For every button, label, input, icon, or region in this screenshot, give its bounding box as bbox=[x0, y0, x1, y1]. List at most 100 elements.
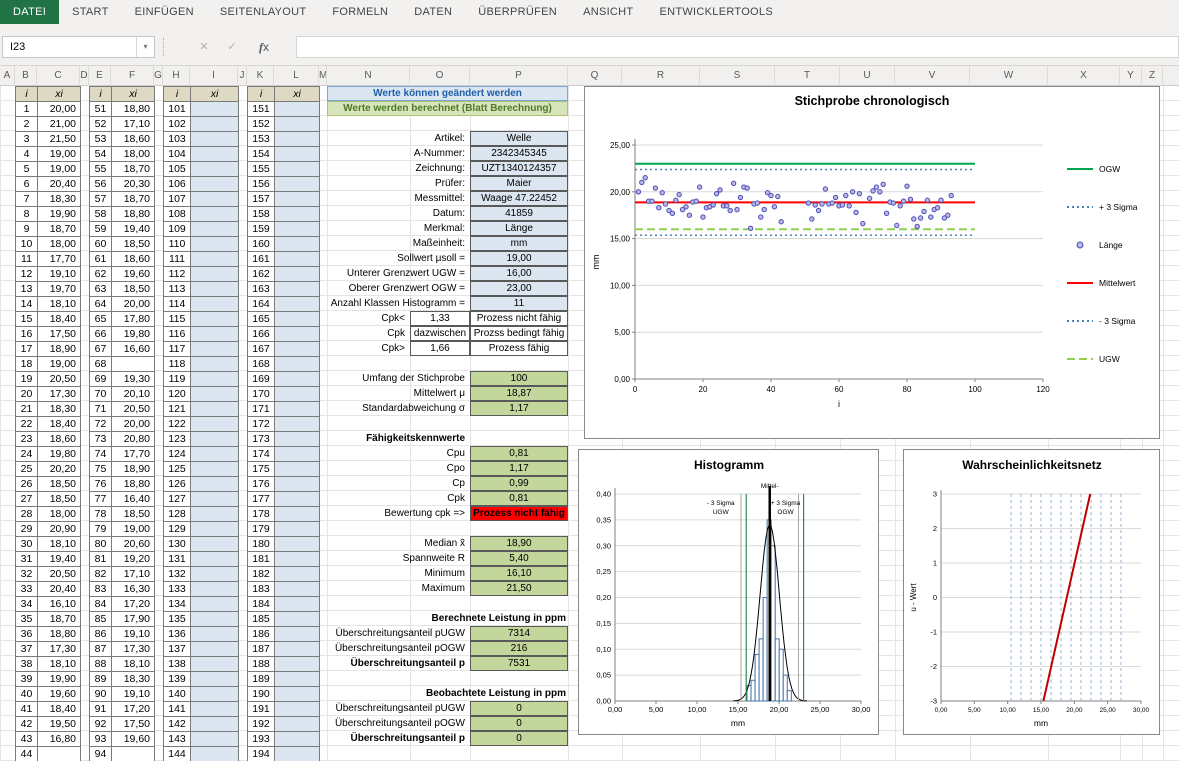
i-cell[interactable]: 179 bbox=[248, 522, 275, 537]
xi-cell[interactable] bbox=[275, 747, 320, 761]
i-cell[interactable]: 69 bbox=[90, 372, 112, 387]
i-cell[interactable]: 151 bbox=[248, 102, 275, 117]
i-cell[interactable]: 106 bbox=[164, 177, 191, 192]
i-cell[interactable]: 170 bbox=[248, 387, 275, 402]
xi-cell[interactable] bbox=[275, 372, 320, 387]
column-header-E[interactable]: E bbox=[89, 66, 111, 86]
xi-cell[interactable] bbox=[275, 312, 320, 327]
i-cell[interactable]: 67 bbox=[90, 342, 112, 357]
xi-cell[interactable]: 19,30 bbox=[112, 372, 155, 387]
xi-cell[interactable] bbox=[275, 477, 320, 492]
ribbon-tab-datei[interactable]: DATEI bbox=[0, 0, 60, 24]
i-cell[interactable]: 41 bbox=[16, 702, 38, 717]
xi-cell[interactable]: 19,00 bbox=[38, 162, 81, 177]
i-cell[interactable]: 112 bbox=[164, 267, 191, 282]
xi-cell[interactable] bbox=[275, 717, 320, 732]
xi-cell[interactable]: 19,90 bbox=[38, 207, 81, 222]
value-cell[interactable]: 0,81 bbox=[470, 491, 568, 506]
i-cell[interactable]: 187 bbox=[248, 642, 275, 657]
xi-cell[interactable]: 18,50 bbox=[38, 477, 81, 492]
i-cell[interactable]: 37 bbox=[16, 642, 38, 657]
i-cell[interactable]: 125 bbox=[164, 462, 191, 477]
i-cell[interactable]: 191 bbox=[248, 702, 275, 717]
i-cell[interactable]: 3 bbox=[16, 132, 38, 147]
xi-cell[interactable]: 17,20 bbox=[112, 702, 155, 717]
xi-cell[interactable]: 19,60 bbox=[38, 687, 81, 702]
i-cell[interactable]: 103 bbox=[164, 132, 191, 147]
xi-cell[interactable]: 18,80 bbox=[38, 627, 81, 642]
xi-cell[interactable]: 20,00 bbox=[112, 417, 155, 432]
value-cell[interactable]: UZT1340124357 bbox=[470, 161, 568, 176]
i-cell[interactable]: 105 bbox=[164, 162, 191, 177]
xi-cell[interactable] bbox=[275, 582, 320, 597]
xi-cell[interactable] bbox=[275, 177, 320, 192]
i-cell[interactable]: 127 bbox=[164, 492, 191, 507]
rule-threshold-cell[interactable]: dazwischen bbox=[410, 326, 470, 341]
xi-cell[interactable] bbox=[191, 342, 239, 357]
value-cell[interactable]: 0 bbox=[470, 701, 568, 716]
i-cell[interactable]: 31 bbox=[16, 552, 38, 567]
xi-cell[interactable] bbox=[275, 102, 320, 117]
i-cell[interactable]: 40 bbox=[16, 687, 38, 702]
xi-cell[interactable] bbox=[275, 432, 320, 447]
column-header-S[interactable]: S bbox=[700, 66, 775, 86]
value-cell[interactable]: 18,90 bbox=[470, 536, 568, 551]
confirm-icon[interactable]: ✓ bbox=[227, 41, 237, 53]
chart-wahrscheinlichkeitsnetz[interactable]: Wahrscheinlichkeitsnetz 3 2 1 0 -1 -2 -3 0,00 5,0… bbox=[903, 449, 1160, 735]
i-cell[interactable]: 162 bbox=[248, 267, 275, 282]
xi-cell[interactable] bbox=[275, 252, 320, 267]
xi-cell[interactable]: 18,50 bbox=[112, 237, 155, 252]
i-cell[interactable]: 133 bbox=[164, 582, 191, 597]
i-cell[interactable]: 154 bbox=[248, 147, 275, 162]
ribbon-tab-start[interactable]: START bbox=[72, 6, 109, 18]
xi-cell[interactable]: 20,40 bbox=[38, 582, 81, 597]
i-cell[interactable]: 169 bbox=[248, 372, 275, 387]
xi-cell[interactable] bbox=[275, 567, 320, 582]
i-cell[interactable]: 130 bbox=[164, 537, 191, 552]
xi-cell[interactable]: 18,40 bbox=[38, 312, 81, 327]
i-cell[interactable]: 158 bbox=[248, 207, 275, 222]
i-cell[interactable]: 32 bbox=[16, 567, 38, 582]
i-cell[interactable]: 6 bbox=[16, 177, 38, 192]
xi-cell[interactable] bbox=[275, 342, 320, 357]
xi-cell[interactable] bbox=[275, 117, 320, 132]
xi-cell[interactable]: 19,90 bbox=[38, 672, 81, 687]
i-cell[interactable]: 23 bbox=[16, 432, 38, 447]
xi-cell[interactable] bbox=[191, 237, 239, 252]
i-cell[interactable]: 44 bbox=[16, 747, 38, 761]
i-cell[interactable]: 192 bbox=[248, 717, 275, 732]
xi-cell[interactable] bbox=[275, 732, 320, 747]
xi-cell[interactable] bbox=[191, 612, 239, 627]
i-cell[interactable]: 108 bbox=[164, 207, 191, 222]
value-cell[interactable]: mm bbox=[470, 236, 568, 251]
ribbon-tab-formeln[interactable]: FORMELN bbox=[332, 6, 389, 18]
xi-cell[interactable] bbox=[191, 582, 239, 597]
value-cell[interactable]: 0 bbox=[470, 716, 568, 731]
xi-cell[interactable]: 19,60 bbox=[112, 267, 155, 282]
i-cell[interactable]: 16 bbox=[16, 327, 38, 342]
xi-cell[interactable] bbox=[191, 417, 239, 432]
i-cell[interactable]: 143 bbox=[164, 732, 191, 747]
xi-cell[interactable] bbox=[275, 132, 320, 147]
i-cell[interactable]: 120 bbox=[164, 387, 191, 402]
xi-cell[interactable] bbox=[275, 537, 320, 552]
column-header-W[interactable]: W bbox=[970, 66, 1048, 86]
i-cell[interactable]: 131 bbox=[164, 552, 191, 567]
i-cell[interactable]: 92 bbox=[90, 717, 112, 732]
i-cell[interactable]: 60 bbox=[90, 237, 112, 252]
column-header-U[interactable]: U bbox=[840, 66, 895, 86]
xi-cell[interactable]: 17,30 bbox=[38, 642, 81, 657]
i-cell[interactable]: 161 bbox=[248, 252, 275, 267]
xi-cell[interactable]: 19,80 bbox=[38, 447, 81, 462]
value-cell[interactable]: 18,87 bbox=[470, 386, 568, 401]
i-cell[interactable]: 84 bbox=[90, 597, 112, 612]
i-cell[interactable]: 180 bbox=[248, 537, 275, 552]
xi-cell[interactable] bbox=[275, 327, 320, 342]
i-cell[interactable]: 63 bbox=[90, 282, 112, 297]
xi-cell[interactable]: 17,10 bbox=[112, 117, 155, 132]
xi-cell[interactable]: 18,50 bbox=[38, 492, 81, 507]
xi-cell[interactable]: 19,50 bbox=[38, 717, 81, 732]
i-cell[interactable]: 15 bbox=[16, 312, 38, 327]
i-cell[interactable]: 118 bbox=[164, 357, 191, 372]
column-header-K[interactable]: K bbox=[247, 66, 274, 86]
